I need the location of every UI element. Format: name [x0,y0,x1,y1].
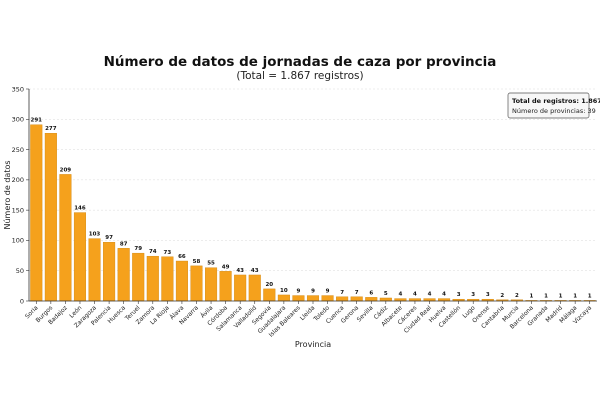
chart-title: Número de datos de jornadas de caza por … [104,54,497,70]
info-box-provinces: Número de provincias: 39 [512,107,596,115]
bar [30,124,43,302]
bar-value-label: 10 [280,288,288,294]
bar [59,174,72,302]
bar [336,296,349,302]
bar-value-label: 1 [573,293,577,299]
y-tick-label: 300 [12,116,24,124]
bar [190,265,203,302]
chart-subtitle: (Total = 1.867 registros) [236,70,363,82]
bar-value-label: 49 [222,264,230,270]
bar-value-label: 3 [457,292,461,298]
y-tick-label: 100 [12,237,24,245]
bar [88,238,101,302]
info-box: Total de registros: 1.867 Número de prov… [507,92,600,119]
x-axis-label: Provincia [295,340,331,349]
bar-value-label: 4 [442,292,446,298]
bar-value-label: 4 [398,292,402,298]
y-tick-label: 200 [12,176,24,184]
y-tick-label: 250 [12,146,24,154]
bar-value-label: 9 [326,289,330,295]
bar-value-label: 6 [369,290,373,296]
info-box-frame [507,92,590,119]
bar-value-label: 4 [428,292,432,298]
bar-value-label: 2 [500,293,504,299]
bar [292,295,305,302]
bar [379,297,392,302]
bar-value-label: 7 [355,290,359,296]
y-tick-label: 150 [12,206,24,214]
bar-value-label: 73 [164,250,172,256]
y-tick-label: 350 [12,85,24,93]
bar [146,255,159,302]
grid-lines [29,88,597,302]
bar [365,297,378,302]
y-axis-label: Número de datos [3,160,12,229]
axes [28,89,597,302]
bar [234,274,247,302]
y-axis-ticks: 0 50 100 150 200 250 300 350 [12,85,29,305]
bar-value-label: 4 [413,292,417,298]
bar-value-label: 2 [515,293,519,299]
y-tick-label: 0 [20,297,24,305]
bar [103,242,116,302]
bar [306,295,320,302]
bar-value-label: 1 [544,293,548,299]
bar [350,296,363,302]
bar-value-label: 7 [340,290,344,296]
bar [117,248,130,302]
bar-value-label: 1 [588,293,592,299]
bar [321,295,334,302]
bar-value-label: 3 [486,292,490,298]
bar-value-label: 9 [311,289,315,295]
bar-value-label: 291 [31,118,43,124]
bar-value-label: 79 [134,246,142,252]
bar-value-label: 146 [74,206,86,212]
bar-value-label: 43 [251,268,259,274]
bar [248,274,261,302]
bars-group [30,124,596,302]
bar [205,267,218,302]
bar-value-label: 20 [265,282,273,288]
bar-value-label: 9 [297,289,301,295]
bar-value-label: 87 [120,241,128,247]
bar [175,260,188,302]
bar-value-label: 74 [149,249,157,255]
bar-value-label: 55 [207,261,215,267]
bar-value-label: 66 [178,254,186,260]
bar [132,252,145,302]
bar-value-label: 97 [105,235,113,241]
bar-value-label: 5 [384,291,388,297]
bar [277,294,290,302]
bar [73,212,87,302]
bar [219,271,232,302]
bar-value-label: 1 [559,293,563,299]
info-box-total: Total de registros: 1.867 [512,97,600,105]
bar-value-label: 58 [193,259,201,265]
y-tick-label: 50 [16,267,24,275]
x-tick-label: Sevilla [356,304,375,323]
bar [44,133,57,302]
bar-value-label: 209 [60,167,72,173]
bar-value-label: 43 [236,268,244,274]
bar [161,256,174,302]
bar [263,288,276,302]
bar-value-label: 103 [89,232,101,238]
bar-value-label: 1 [530,293,534,299]
bar-value-label: 3 [471,292,475,298]
bar-value-label: 277 [45,126,57,132]
